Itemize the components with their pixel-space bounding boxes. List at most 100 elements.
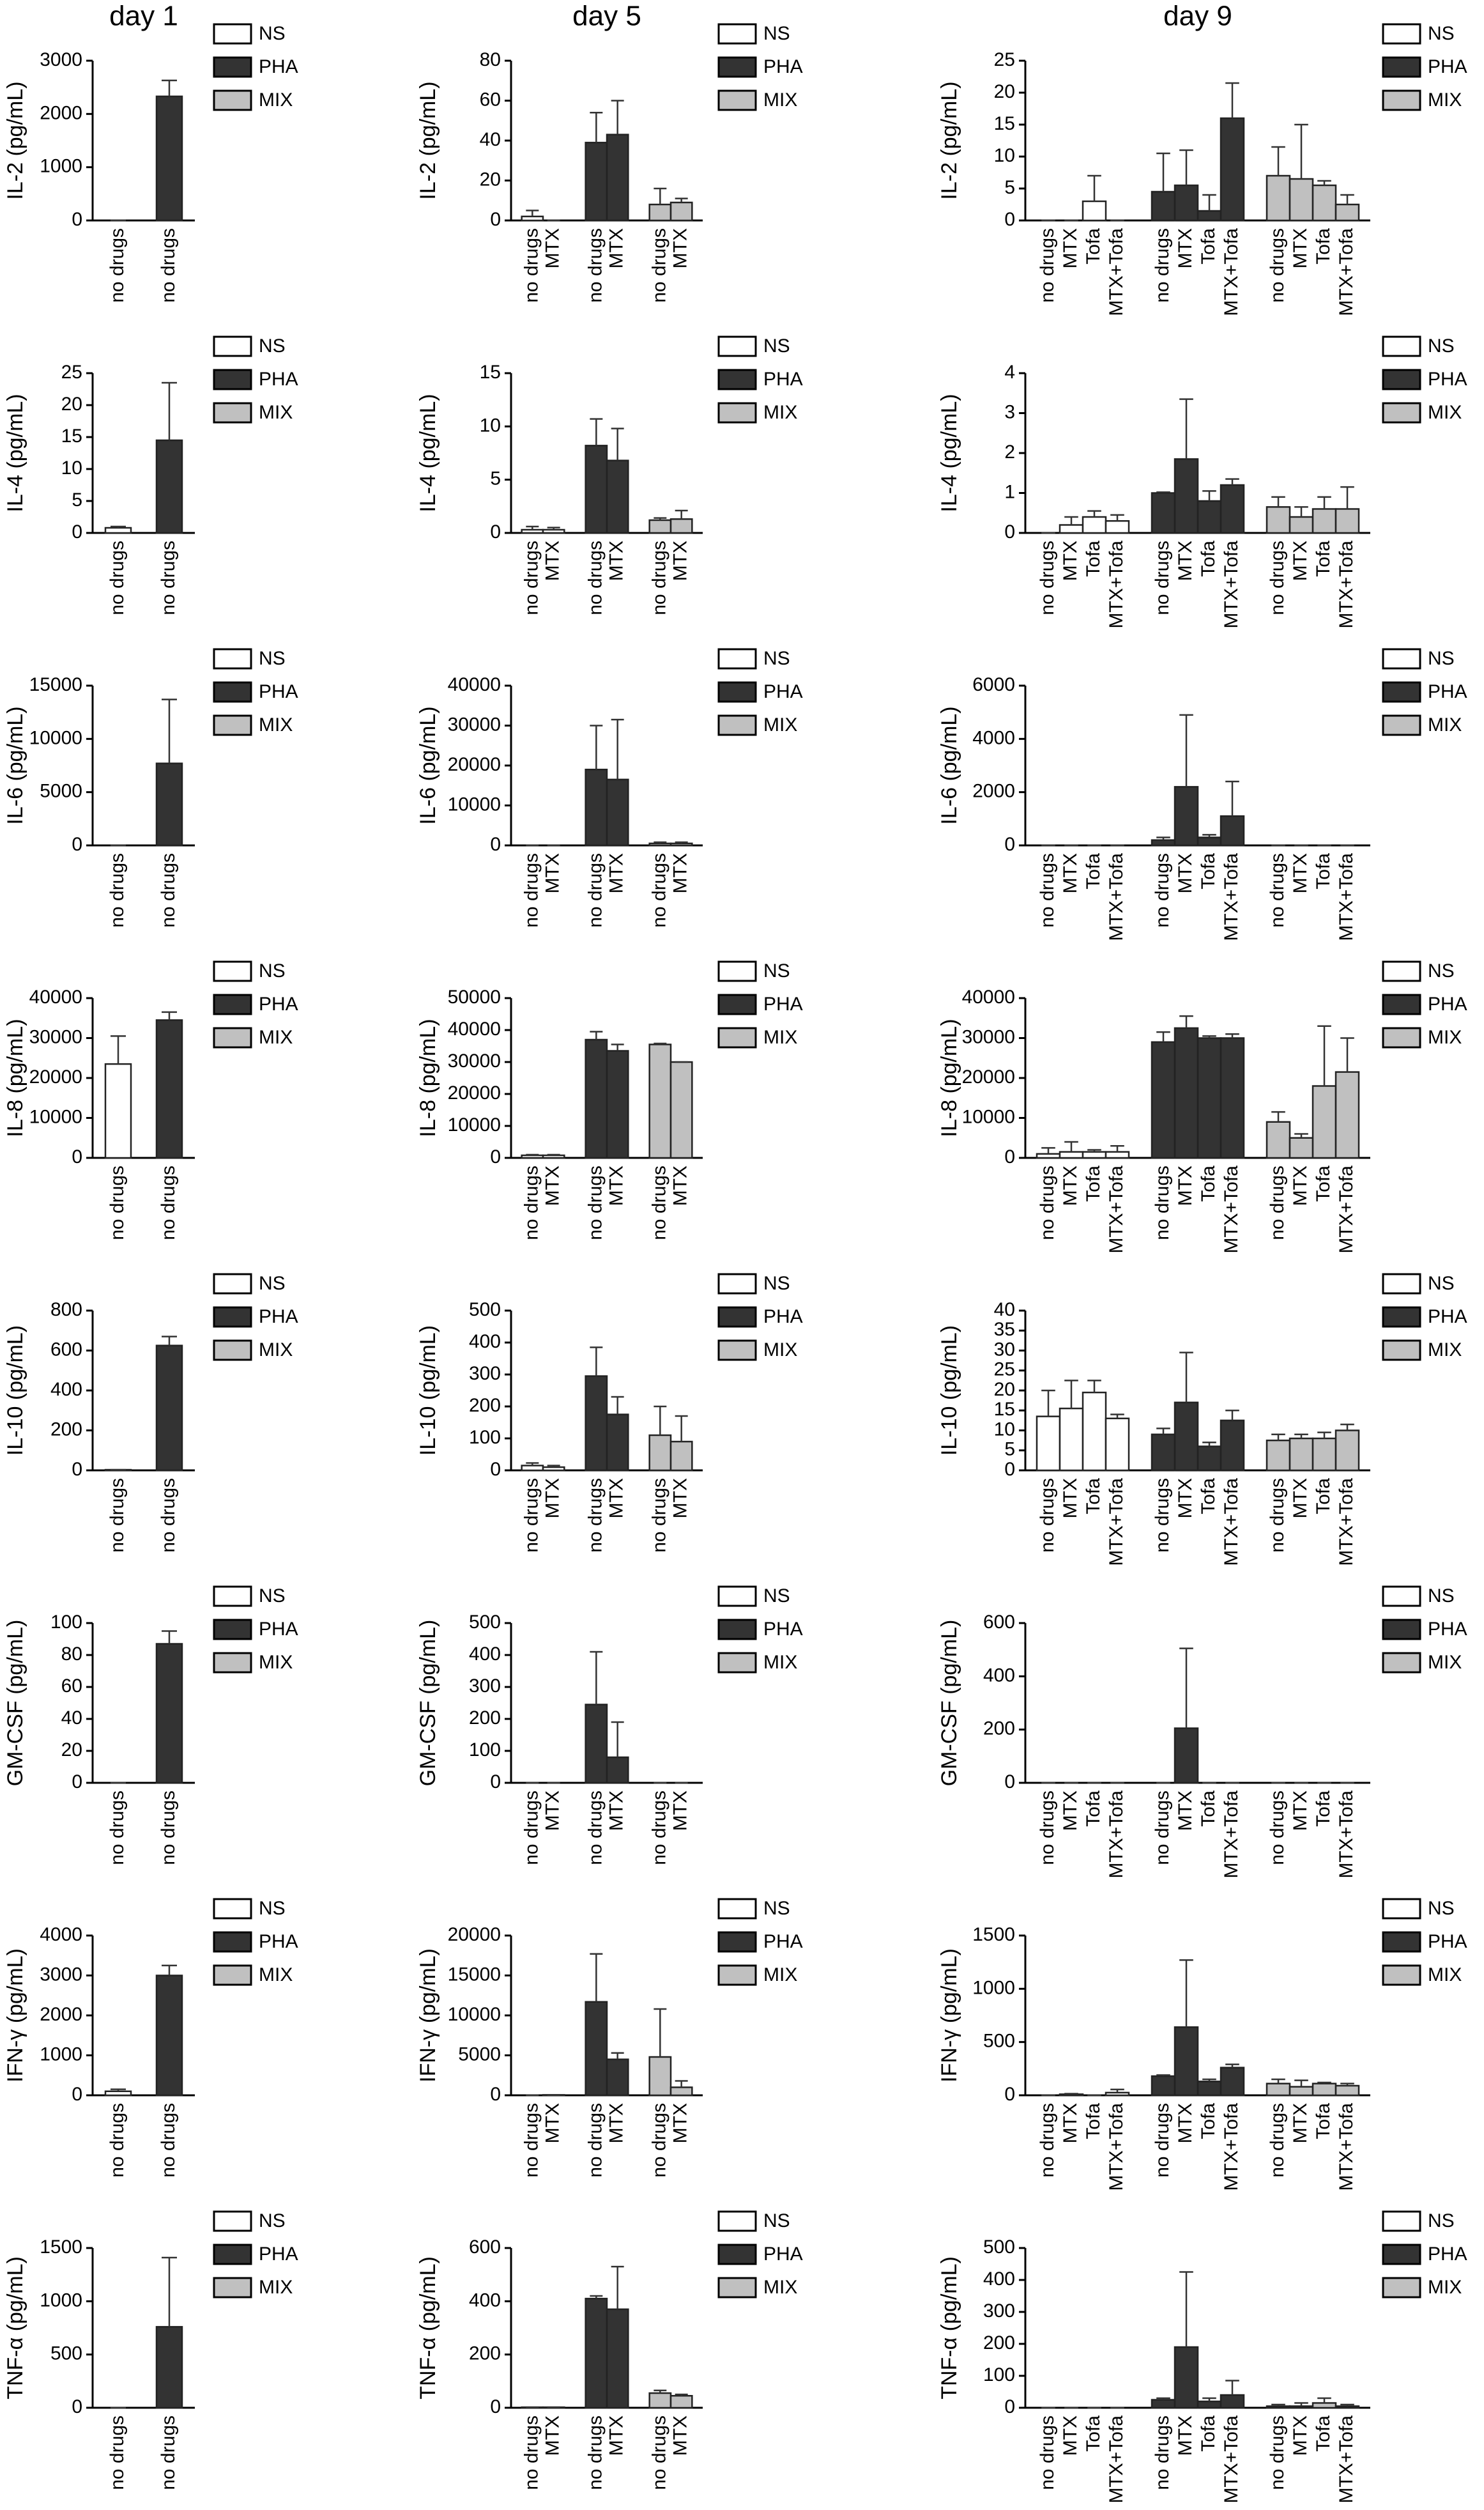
legend-swatch: [1382, 402, 1421, 424]
bar: [1220, 2394, 1245, 2409]
y-tick-label: 0: [72, 2396, 82, 2417]
error-bar: [1317, 2397, 1331, 2403]
x-tick-label: MTX: [1060, 853, 1081, 893]
x-tick-label: MTX+Tofa: [1106, 2103, 1127, 2191]
error-bar: [526, 525, 539, 530]
legend-label: MIX: [1428, 89, 1462, 111]
bar: [585, 2001, 608, 2097]
error-bar: [611, 1721, 624, 1757]
bar: [155, 1344, 183, 1472]
x-tick-label: no drugs: [107, 1790, 128, 1865]
legend-swatch: [717, 2210, 757, 2232]
y-tick-label: 5000: [458, 2044, 501, 2065]
x-tick-label: no drugs: [107, 1478, 128, 1553]
y-tick-label: 80: [61, 1644, 82, 1665]
y-tick-label: 5: [490, 468, 501, 489]
y-tick-label: 500: [983, 2237, 1015, 2258]
y-tick-label: 10: [994, 145, 1015, 166]
y-tick-label: 400: [469, 2290, 501, 2311]
error-bar: [1202, 834, 1216, 838]
x-tick-label: no drugs: [1267, 853, 1288, 928]
bar: [1289, 2405, 1314, 2409]
error-bar: [1179, 149, 1193, 185]
x-tick-label: no drugs: [1152, 1166, 1173, 1240]
x-tick-label: MTX+Tofa: [1336, 2415, 1357, 2504]
legend-label: PHA: [763, 1619, 803, 1640]
legend-swatch: [717, 402, 757, 424]
y-tick-label: 30000: [448, 714, 501, 735]
error-bar: [111, 2088, 126, 2091]
y-tick-label: 0: [72, 834, 82, 855]
error-bar: [590, 725, 603, 770]
legend-label: NS: [1428, 2210, 1455, 2231]
bar: [1174, 1727, 1199, 1784]
legend-swatch: [1382, 2277, 1421, 2298]
bar: [155, 95, 183, 222]
error-bar: [1271, 1433, 1285, 1441]
legend-swatch: [717, 1339, 757, 1361]
x-tick-label: MTX+Tofa: [1336, 1478, 1357, 1566]
x-tick-label: no drugs: [521, 853, 542, 928]
y-tick-label: 0: [72, 1146, 82, 1167]
y-tick-label: 20: [994, 81, 1015, 102]
legend-swatch: [717, 1652, 757, 1674]
legend-label: MIX: [259, 1652, 293, 1673]
y-tick-label: 10: [61, 458, 82, 479]
y-tick-label: 200: [469, 1707, 501, 1729]
x-tick-label: MTX+Tofa: [1336, 1790, 1357, 1879]
y-tick-label: 4: [1004, 362, 1015, 383]
x-tick-label: Tofa: [1083, 2103, 1104, 2139]
x-tick-label: MTX: [1290, 228, 1311, 268]
y-tick-label: 0: [72, 521, 82, 543]
legend-label: PHA: [259, 681, 298, 702]
bar: [1220, 1419, 1245, 1472]
legend-label: MIX: [763, 402, 797, 423]
x-tick-label: MTX: [670, 228, 691, 268]
bar: [542, 528, 565, 534]
legend-swatch: [717, 714, 757, 736]
x-tick-label: no drugs: [1152, 2103, 1173, 2178]
legend-label: PHA: [763, 369, 803, 390]
x-tick-label: MTX: [606, 2415, 627, 2456]
bar: [585, 445, 608, 534]
legend-label: NS: [1428, 960, 1455, 982]
legend-label: NS: [1428, 1585, 1455, 1606]
x-tick-label: MTX: [670, 1478, 691, 1518]
bar: [1289, 1137, 1314, 1159]
legend-swatch: [213, 2210, 252, 2232]
x-tick-label: MTX+Tofa: [1106, 1478, 1127, 1566]
bar: [1312, 2402, 1337, 2409]
y-tick-label: 1000: [972, 1977, 1015, 1998]
x-tick-label: MTX: [670, 1166, 691, 1206]
error-bar: [1087, 510, 1101, 517]
bar: [1335, 2084, 1360, 2097]
bar: [1312, 508, 1337, 534]
legend-swatch: [1382, 1619, 1421, 1640]
bar: [1105, 1151, 1130, 1159]
y-tick-label: 100: [469, 1427, 501, 1448]
x-tick-label: no drugs: [648, 2415, 669, 2490]
error-bar: [1202, 1035, 1216, 1038]
y-tick-label: 500: [469, 1612, 501, 1633]
legend-swatch: [1382, 1931, 1421, 1953]
y-tick-label: 1500: [972, 1924, 1015, 1945]
y-axis-label: IL-10 (pg/mL): [3, 1325, 27, 1456]
x-tick-label: MTX: [606, 541, 627, 581]
y-tick-label: 0: [1004, 2084, 1015, 2105]
x-tick-label: no drugs: [1152, 853, 1173, 928]
y-tick-label: 20000: [962, 1066, 1015, 1088]
x-tick-label: no drugs: [521, 2103, 542, 2178]
legend-label: PHA: [259, 1931, 298, 1952]
bar: [1335, 2405, 1360, 2409]
x-tick-label: MTX: [542, 2415, 563, 2456]
y-tick-label: 10000: [29, 727, 82, 748]
legend-swatch: [213, 1306, 252, 1328]
legend-swatch: [213, 2244, 252, 2265]
y-tick-label: 1000: [40, 156, 82, 177]
bar: [1197, 836, 1222, 847]
bar: [1174, 458, 1199, 534]
bar: [1220, 117, 1245, 222]
legend-swatch: [717, 2244, 757, 2265]
y-tick-label: 200: [983, 2332, 1015, 2353]
bar: [1266, 2405, 1291, 2409]
